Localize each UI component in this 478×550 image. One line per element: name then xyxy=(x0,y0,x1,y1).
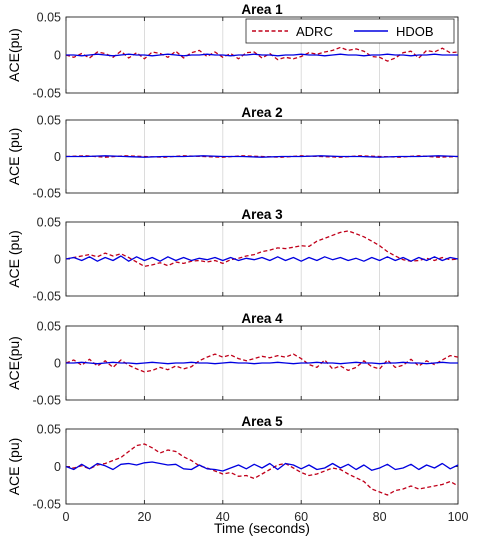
chart-panel-5: 0.05 0 -0.05 Area 5 ACE (pu) xyxy=(6,414,459,512)
y-tick-label: 0.05 xyxy=(37,216,61,230)
x-tick-label: 80 xyxy=(373,510,387,524)
chart-panel-3: 0.05 0 -0.05 Area 3 ACE (pu) xyxy=(6,207,459,304)
y-tick-label: -0.05 xyxy=(33,498,62,512)
x-axis-title: Time (seconds) xyxy=(214,520,310,536)
y-tick-label: -0.05 xyxy=(33,87,62,101)
y-tick-label: -0.05 xyxy=(33,187,62,201)
y-tick-label: -0.05 xyxy=(33,290,62,304)
y-tick-label: 0 xyxy=(54,49,61,63)
series-line-adrc xyxy=(65,46,459,62)
x-tick-label: 40 xyxy=(216,510,230,524)
x-tick-label: 60 xyxy=(294,510,308,524)
y-tick-label: 0.05 xyxy=(37,11,61,25)
y-tick-label: 0 xyxy=(54,357,61,371)
legend-label-adrc: ADRC xyxy=(296,24,333,39)
y-tick-label: 0.05 xyxy=(37,320,61,334)
x-tick-label: 0 xyxy=(63,510,70,524)
chart-panel-4: 0.05 0 -0.05 Area 4 ACE(pu) xyxy=(6,311,459,408)
series-line-hdob xyxy=(66,155,459,158)
panel-title: Area 3 xyxy=(241,207,283,222)
legend-label-hdob: HDOB xyxy=(396,24,434,39)
series-line-adrc xyxy=(65,443,459,496)
y-axis-title: ACE (pu) xyxy=(6,438,22,496)
series-line-hdob xyxy=(65,461,459,472)
chart-panel-2: 0.05 0 -0.05 Area 2 ACE (pu) xyxy=(6,105,459,201)
y-axis-title: ACE (pu) xyxy=(6,128,22,186)
panel-title: Area 4 xyxy=(241,311,283,326)
series-line-hdob xyxy=(65,255,459,262)
panel-title: Area 5 xyxy=(241,414,283,429)
series-line-hdob xyxy=(66,53,458,57)
series-line-adrc xyxy=(65,353,459,373)
y-axis-title: ACE (pu) xyxy=(6,230,22,288)
panel-title: Area 1 xyxy=(241,2,283,17)
x-tick-label: 100 xyxy=(448,510,469,524)
y-tick-label: 0.05 xyxy=(37,423,61,437)
series-line-hdob xyxy=(66,361,458,365)
panel-title: Area 2 xyxy=(241,105,282,120)
y-tick-label: -0.05 xyxy=(33,394,62,408)
series-line-adrc xyxy=(65,230,459,268)
plot-frame xyxy=(65,428,459,505)
chart-panel-1: 0.05 0 -0.05 Area 1 ACE(pu) xyxy=(6,2,459,101)
y-tick-label: 0 xyxy=(54,150,61,164)
y-axis-title: ACE(pu) xyxy=(6,336,22,390)
y-tick-label: 0 xyxy=(54,460,61,474)
y-tick-label: 0 xyxy=(54,253,61,267)
y-axis-title: ACE(pu) xyxy=(6,28,22,82)
x-tick-label: 20 xyxy=(137,510,151,524)
y-tick-label: 0.05 xyxy=(37,114,61,128)
legend: ADRC HDOB xyxy=(245,18,455,44)
